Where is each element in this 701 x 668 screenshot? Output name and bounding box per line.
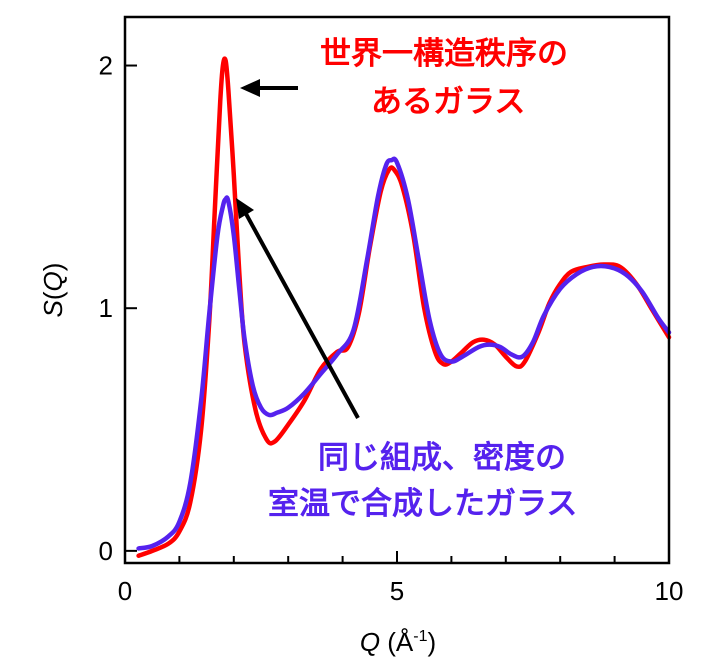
series-line-blue bbox=[136, 156, 672, 551]
arrow-to-blue-peak bbox=[236, 198, 360, 419]
x-tick-label: 5 bbox=[390, 576, 404, 606]
x-axis-label: Q (Å-1) bbox=[360, 627, 436, 657]
y-tick-label: 1 bbox=[99, 293, 113, 323]
plot-frame bbox=[123, 15, 671, 565]
y-tick-label: 2 bbox=[99, 51, 113, 81]
series-line-red bbox=[136, 56, 672, 558]
y-axis-label: S(Q) bbox=[38, 263, 68, 318]
annotation-blue-line2: 室温で合成したガラス bbox=[268, 486, 577, 522]
x-tick-label: 10 bbox=[655, 576, 684, 606]
x-tick-label: 0 bbox=[118, 576, 132, 606]
annotation-blue-line1: 同じ組成、密度の bbox=[318, 440, 566, 476]
y-tick-label: 0 bbox=[99, 536, 113, 566]
arrow-to-red-peak bbox=[240, 79, 298, 97]
annotation-red-line2: あるガラス bbox=[371, 84, 525, 120]
series-layer bbox=[136, 56, 672, 558]
annotation-red-line1: 世界一構造秩序の bbox=[320, 36, 568, 72]
